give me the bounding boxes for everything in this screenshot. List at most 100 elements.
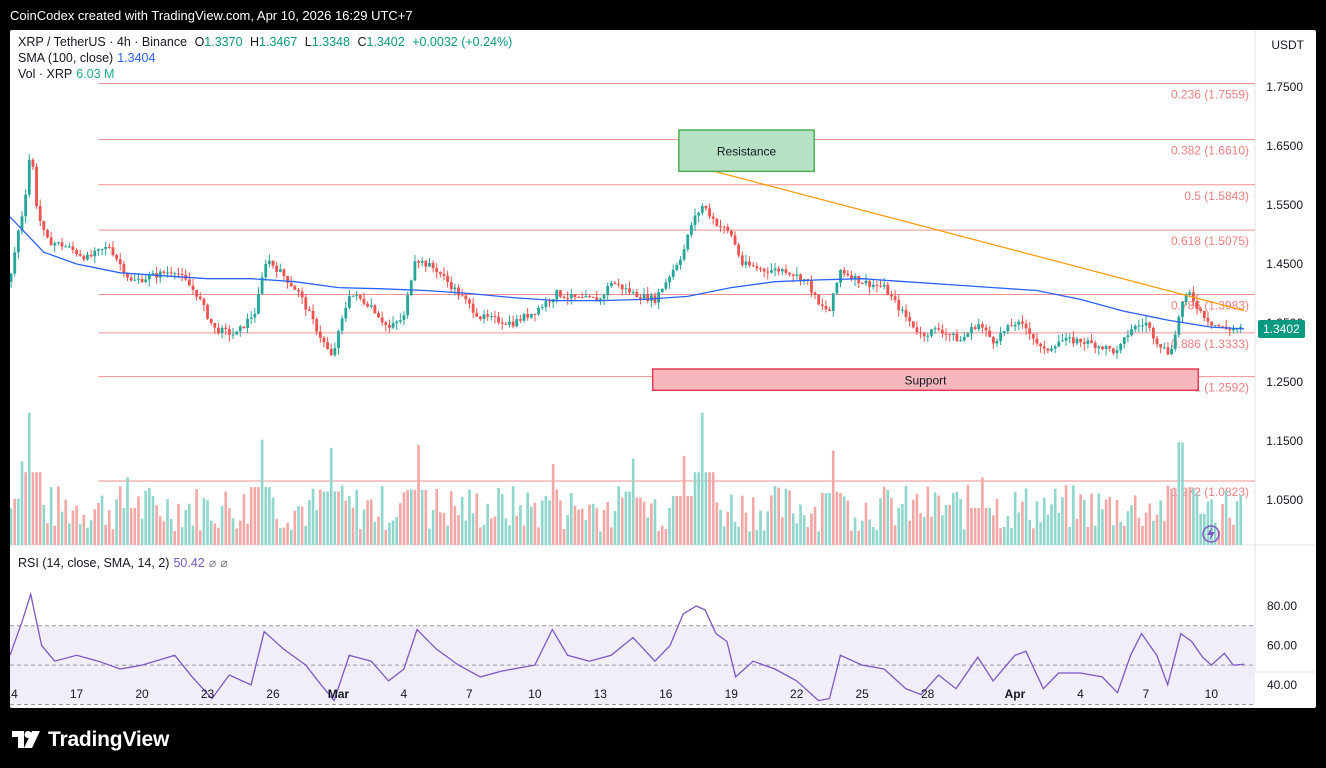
tradingview-logo[interactable]: TradingView (12, 728, 169, 752)
candle-body (1042, 346, 1046, 349)
candle-body (173, 273, 177, 275)
time-axis-tick: 7 (466, 687, 473, 701)
candle-body (1035, 338, 1039, 344)
volume-legend[interactable]: Vol · XRP 6.03 M (18, 67, 114, 81)
candle-body (940, 329, 944, 334)
rsi-na-2: ⌀ (220, 556, 228, 570)
volume-bar (1101, 509, 1104, 545)
candle-body (489, 316, 493, 318)
candle-body (100, 248, 104, 250)
candle-body (89, 254, 93, 257)
candle-body (1148, 322, 1152, 328)
volume-bar (988, 507, 991, 545)
volume-bar (169, 518, 173, 545)
candle-body (646, 293, 650, 301)
candle-body (402, 315, 406, 321)
candle-body (890, 294, 893, 297)
volume-bar (806, 527, 810, 545)
volume-bar (719, 509, 722, 545)
volume-bar (1104, 499, 1108, 545)
candle-body (926, 335, 930, 337)
volume-bar (42, 505, 46, 545)
symbol-label[interactable]: XRP / TetherUS · 4h · Binance (18, 35, 188, 49)
volume-bar (471, 513, 475, 545)
candle-body (257, 293, 260, 314)
candle-body (118, 259, 122, 264)
candle-body (1050, 348, 1053, 351)
volume-bar (1002, 527, 1006, 545)
candle-body (788, 272, 791, 275)
volume-bar (744, 512, 748, 545)
volume-bar (337, 491, 340, 545)
candle-body (842, 270, 846, 274)
candle-body (326, 342, 329, 349)
volume-bar (835, 491, 839, 545)
candle-body (820, 304, 824, 306)
volume-bar (17, 498, 20, 545)
volume-bar (675, 495, 679, 545)
volume-bar (446, 525, 449, 545)
candle-body (991, 336, 995, 344)
volume-bar (308, 500, 311, 545)
volume-bar (504, 518, 508, 545)
sma-legend[interactable]: SMA (100, close) 1.3404 (18, 51, 155, 65)
volume-bar (813, 506, 817, 545)
candle-body (595, 297, 599, 302)
candle-body (344, 307, 348, 319)
volume-bar (970, 507, 973, 545)
volume-bar (817, 531, 821, 545)
tradingview-wordmark: TradingView (48, 728, 170, 751)
volume-bar (959, 499, 962, 545)
candle-body (813, 292, 817, 295)
chart-panel[interactable]: 0.236 (1.7559) 0.382 (1.6610) 0.5 (1.5843)… (10, 30, 1316, 708)
volume-bar (624, 491, 628, 545)
rsi-legend[interactable]: RSI (14, close, SMA, 14, 2) 50.42 ⌀ ⌀ (18, 555, 228, 570)
candle-body (267, 260, 271, 264)
candle-body (231, 334, 235, 336)
volume-bar (1206, 501, 1210, 545)
volume-bar (369, 499, 373, 545)
volume-bar (1079, 494, 1082, 545)
candle-body (729, 230, 733, 236)
candle-body (817, 294, 821, 305)
volume-bar (64, 499, 67, 545)
candle-body (322, 337, 326, 343)
candle-body (780, 269, 784, 272)
candle-body (329, 348, 333, 356)
candle-body (56, 242, 60, 244)
volume-bar (1021, 501, 1024, 545)
volume-bar (1115, 499, 1119, 545)
candle-body (140, 278, 144, 283)
volume-bar (653, 499, 657, 545)
fib-level-label: 1 (1.2592) (1194, 381, 1249, 395)
candle-body (562, 296, 566, 298)
candle-body (406, 295, 410, 316)
volume-bar (715, 502, 719, 545)
candle-body (464, 295, 468, 300)
volume-bar (129, 507, 133, 545)
candle-body (286, 276, 289, 283)
volume-bar (893, 525, 897, 545)
candle-body (704, 206, 708, 209)
time-axis-tick: 23 (201, 687, 215, 701)
candle-body (715, 218, 719, 226)
volume-bar (1181, 442, 1184, 545)
volume-bar (464, 520, 468, 545)
volume-bar (1126, 511, 1130, 545)
volume-bar (24, 472, 27, 545)
lightning-icon-bolt (1207, 527, 1215, 541)
volume-bar (973, 507, 977, 545)
currency-label[interactable]: USDT (1271, 38, 1304, 52)
volume-bar (766, 511, 770, 545)
volume-bar (781, 517, 784, 545)
volume-bar (795, 523, 799, 545)
chart-canvas[interactable]: 0.236 (1.7559) 0.382 (1.6610) 0.5 (1.5843)… (10, 30, 1316, 708)
volume-bar (1064, 485, 1068, 545)
price-axis-tick: 1.1500 (1266, 434, 1303, 448)
candle-body (1021, 321, 1024, 324)
candle-body (795, 274, 799, 276)
candle-body (1013, 324, 1017, 327)
time-axis-tick: 20 (135, 687, 149, 701)
candle-body (988, 330, 992, 337)
volume-bar (831, 450, 835, 545)
